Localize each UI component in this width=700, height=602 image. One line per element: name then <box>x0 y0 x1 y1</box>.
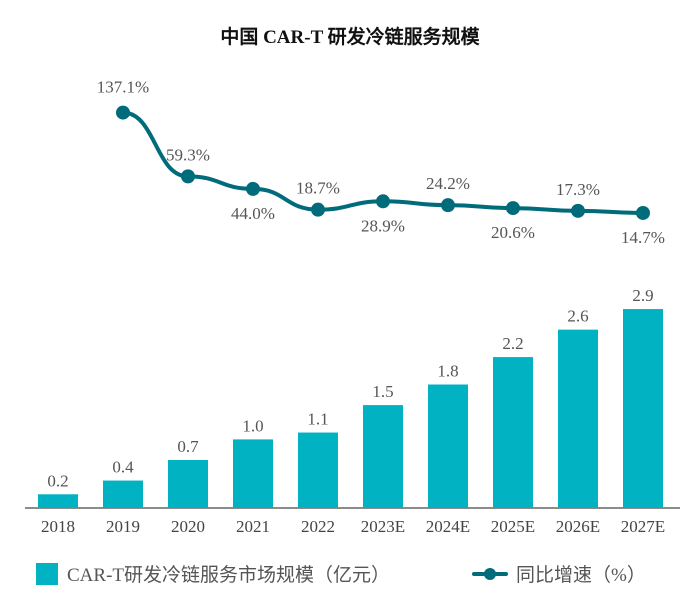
legend-swatch-line <box>472 567 508 580</box>
growth-value-label: 18.7% <box>296 179 340 198</box>
legend-label-bar: CAR-T研发冷链服务市场规模（亿元） <box>67 565 391 586</box>
bar-2027E <box>623 309 663 508</box>
growth-point-2024E <box>441 198 455 213</box>
legend-item-bar: CAR-T研发冷链服务市场规模（亿元） <box>36 560 390 587</box>
growth-value-label: 20.6% <box>491 223 535 242</box>
bar-2024E <box>428 384 468 508</box>
chart-title: 中国 CAR-T 研发冷链服务规模 <box>220 27 480 48</box>
growth-value-label: 14.7% <box>621 228 665 247</box>
bar-2021 <box>233 439 273 508</box>
x-tick-label: 2027E <box>621 517 665 536</box>
growth-point-2023E <box>376 194 390 209</box>
growth-point-2021 <box>246 181 260 196</box>
bar-value-label: 0.2 <box>47 471 68 490</box>
x-tick-label: 2022 <box>301 517 335 536</box>
growth-point-2025E <box>506 201 520 216</box>
bar-2022 <box>298 432 338 508</box>
bar-value-label: 1.1 <box>307 410 328 429</box>
growth-value-label: 59.3% <box>166 145 210 164</box>
x-tick-label: 2026E <box>556 517 600 536</box>
growth-value-label: 17.3% <box>556 180 600 199</box>
legend-label-line: 同比增速（%） <box>516 565 646 586</box>
bar-2018 <box>38 494 78 508</box>
bar-value-label: 1.0 <box>242 416 263 435</box>
growth-point-2022 <box>311 202 325 217</box>
growth-value-label: 28.9% <box>361 216 405 235</box>
growth-value-label: 137.1% <box>97 78 149 97</box>
growth-point-2019 <box>116 105 130 120</box>
legend-item-line: 同比增速（%） <box>472 560 646 587</box>
bar-2020 <box>168 459 208 508</box>
bar-2025E <box>493 357 533 508</box>
bar-2019 <box>103 480 143 508</box>
x-tick-label: 2023E <box>361 517 405 536</box>
legend-swatch-bar <box>36 562 58 585</box>
bar-value-label: 1.8 <box>437 362 458 381</box>
bar-2026E <box>558 329 598 508</box>
x-tick-label: 2024E <box>426 517 470 536</box>
bar-value-label: 1.5 <box>372 382 393 401</box>
x-tick-label: 2025E <box>491 517 535 536</box>
x-tick-label: 2021 <box>236 517 270 536</box>
x-tick-label: 2019 <box>106 517 140 536</box>
growth-point-2020 <box>181 169 195 184</box>
bar-value-label: 0.4 <box>112 458 134 477</box>
growth-value-label: 24.2% <box>426 174 470 193</box>
growth-value-label: 44.0% <box>231 204 275 223</box>
bar-value-label: 2.2 <box>502 334 523 353</box>
bar-2023E <box>363 405 403 508</box>
growth-point-2026E <box>571 203 585 218</box>
x-tick-label: 2018 <box>41 517 75 536</box>
x-tick-label: 2020 <box>171 517 205 536</box>
bar-value-label: 0.7 <box>177 437 199 456</box>
growth-point-2027E <box>636 205 650 220</box>
bar-value-label: 2.6 <box>567 307 588 326</box>
bar-value-label: 2.9 <box>632 286 653 305</box>
